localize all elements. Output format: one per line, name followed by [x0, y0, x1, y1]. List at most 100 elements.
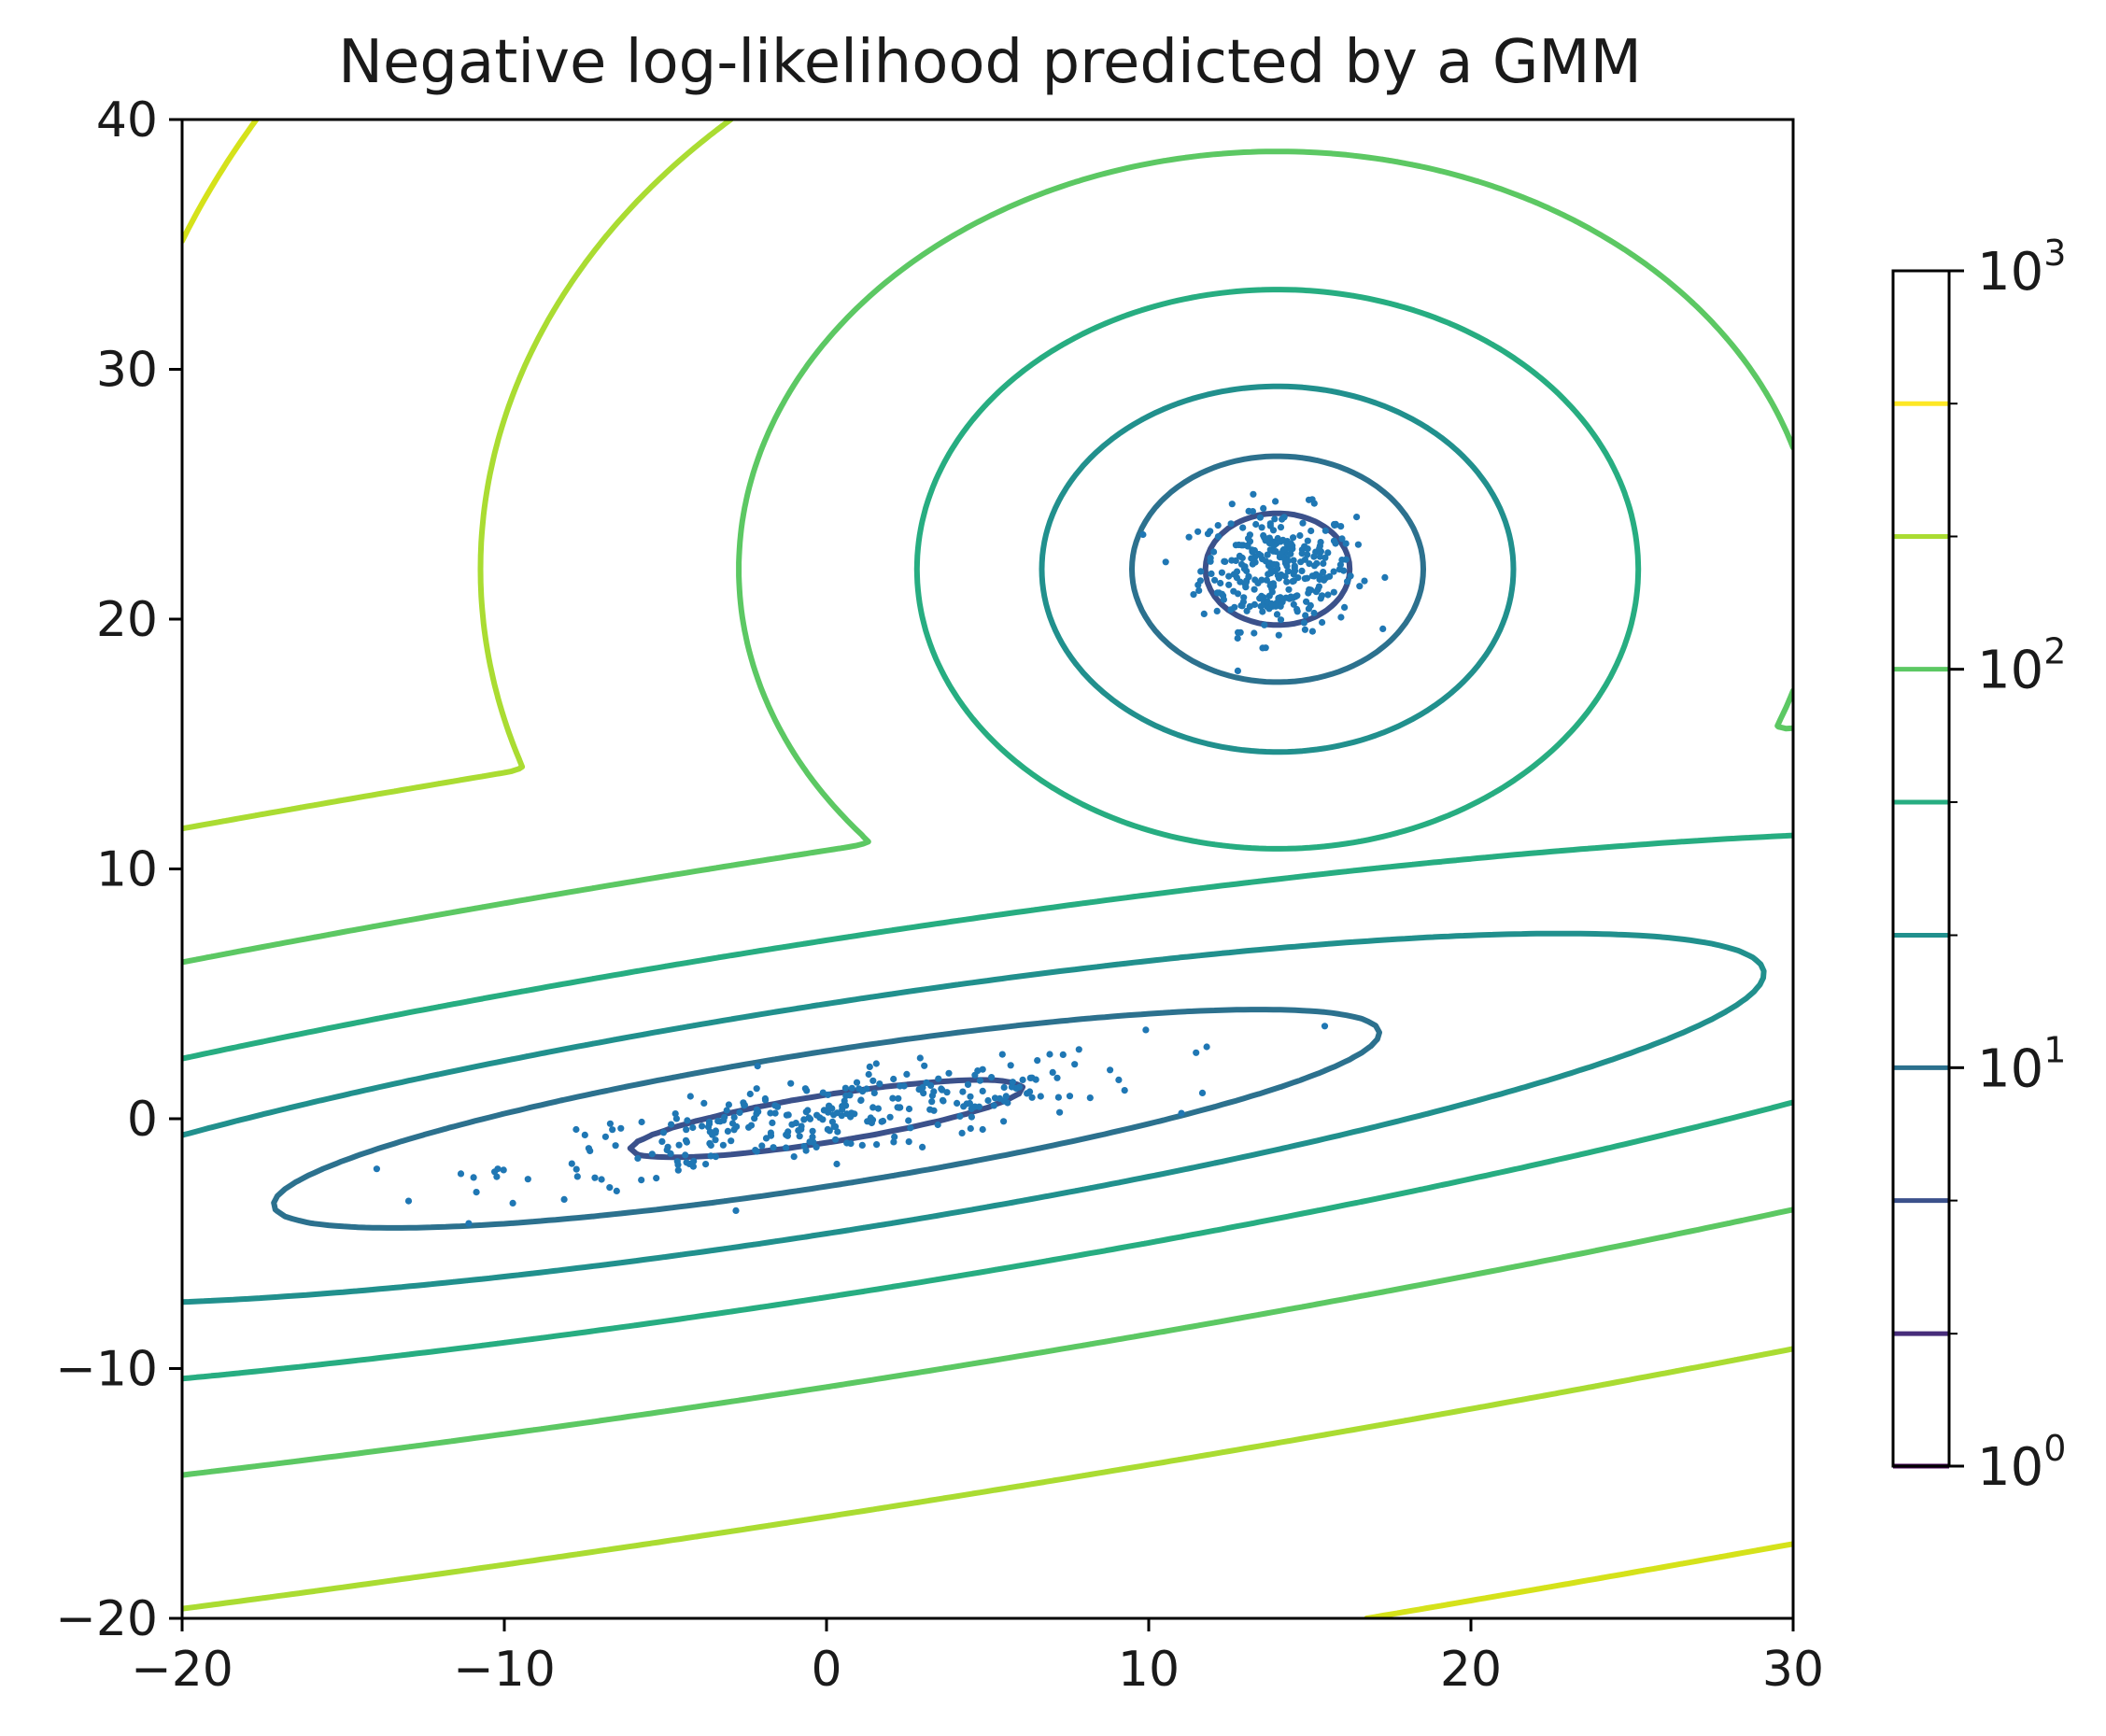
scatter-point: [870, 1089, 878, 1096]
scatter-point: [889, 1094, 897, 1102]
scatter-point: [771, 1109, 779, 1117]
scatter-point: [916, 1054, 924, 1062]
scatter-point: [998, 1051, 1006, 1058]
scatter-point: [572, 1125, 580, 1134]
scatter-point: [1260, 504, 1267, 513]
scatter-point: [964, 1080, 972, 1088]
scatter-point: [1304, 551, 1311, 558]
scatter-point: [686, 1093, 694, 1100]
scatter-point: [1322, 527, 1329, 534]
scatter-point: [770, 1144, 777, 1151]
scatter-point: [1305, 589, 1312, 597]
scatter-point: [714, 1117, 722, 1125]
scatter-point: [865, 1070, 872, 1079]
scatter-point: [800, 1142, 808, 1150]
scatter-point: [500, 1166, 507, 1174]
scatter-point: [783, 1144, 790, 1151]
contour-lines: [182, 120, 1793, 1618]
y-tick-label: 20: [96, 592, 158, 648]
scatter-point: [896, 1104, 903, 1111]
scatter-point: [1301, 575, 1308, 583]
scatter-point: [1251, 546, 1258, 555]
scatter-point: [1190, 591, 1197, 599]
scatter-point: [958, 1129, 966, 1136]
scatter-point: [634, 1154, 642, 1162]
scatter-point: [573, 1173, 581, 1180]
scatter-point: [470, 1174, 477, 1181]
scatter-point: [1324, 591, 1332, 599]
scatter-point: [968, 1113, 975, 1121]
scatter-point: [945, 1069, 953, 1077]
scatter-point: [684, 1117, 691, 1124]
scatter-point: [1054, 1094, 1062, 1101]
scatter-point: [1330, 520, 1338, 529]
scatter-point: [1007, 1062, 1014, 1069]
scatter-point: [730, 1126, 738, 1134]
x-tick-label: −10: [453, 1642, 556, 1698]
scatter-point: [712, 1136, 719, 1144]
scatter-point: [1240, 565, 1248, 572]
scatter-point: [1194, 528, 1202, 535]
scatter-point: [1162, 558, 1169, 566]
scatter-point: [1319, 618, 1326, 627]
scatter-point: [683, 1159, 690, 1166]
scatter-point: [895, 1094, 902, 1102]
scatter-point: [1284, 568, 1292, 575]
scatter-point: [959, 1088, 967, 1095]
scatter-point: [1234, 634, 1241, 642]
y-tick-label: 10: [96, 842, 158, 898]
scatter-point: [1235, 541, 1243, 549]
scatter-point: [1107, 1066, 1114, 1074]
scatter-point: [1275, 594, 1282, 602]
scatter-point: [1214, 522, 1222, 529]
scatter-point: [1250, 490, 1257, 498]
scatter-point: [1280, 514, 1288, 521]
scatter-point: [707, 1141, 714, 1150]
scatter-point: [1342, 540, 1350, 547]
scatter-point: [783, 1131, 790, 1138]
scatter-point: [996, 1094, 1004, 1102]
scatter-point: [805, 1114, 813, 1122]
contour-level-2: [271, 453, 1426, 1231]
scatter-points: [373, 490, 1389, 1227]
scatter-point: [682, 1151, 689, 1159]
scatter-point: [753, 1085, 760, 1093]
scatter-point: [712, 1153, 720, 1161]
scatter-point: [968, 1105, 975, 1112]
scatter-point: [1218, 590, 1225, 598]
scatter-point: [1279, 536, 1287, 544]
scatter-point: [967, 1124, 974, 1133]
scatter-point: [866, 1063, 873, 1070]
scatter-point: [1303, 598, 1310, 605]
scatter-point: [761, 1094, 770, 1103]
scatter-point: [1272, 498, 1279, 505]
scatter-point: [926, 1106, 934, 1113]
scatter-point: [1273, 611, 1281, 618]
scatter-point: [905, 1138, 912, 1146]
scatter-point: [868, 1119, 876, 1127]
scatter-point: [1290, 534, 1297, 542]
colorbar-tick-label: 103: [1977, 233, 2066, 303]
scatter-point: [653, 1175, 660, 1182]
scatter-point: [988, 1074, 996, 1081]
scatter-point: [843, 1139, 851, 1147]
scatter-point: [1321, 1023, 1329, 1030]
scatter-point: [1251, 586, 1258, 593]
scatter-point: [1210, 548, 1218, 556]
scatter-point: [1009, 1079, 1016, 1086]
scatter-point: [1246, 531, 1253, 539]
scatter-point: [921, 1062, 928, 1069]
scatter-point: [1338, 535, 1346, 543]
scatter-point: [832, 1136, 840, 1143]
scatter-point: [1267, 566, 1275, 573]
scatter-point: [1278, 571, 1285, 579]
scatter-point: [591, 1174, 599, 1181]
scatter-point: [755, 1108, 762, 1115]
scatter-point: [1270, 560, 1278, 568]
scatter-point: [900, 1082, 908, 1090]
scatter-point: [891, 1133, 898, 1140]
scatter-point: [581, 1131, 588, 1138]
scatter-point: [1225, 572, 1233, 580]
scatter-point: [1264, 537, 1271, 544]
scatter-point: [1307, 527, 1315, 535]
